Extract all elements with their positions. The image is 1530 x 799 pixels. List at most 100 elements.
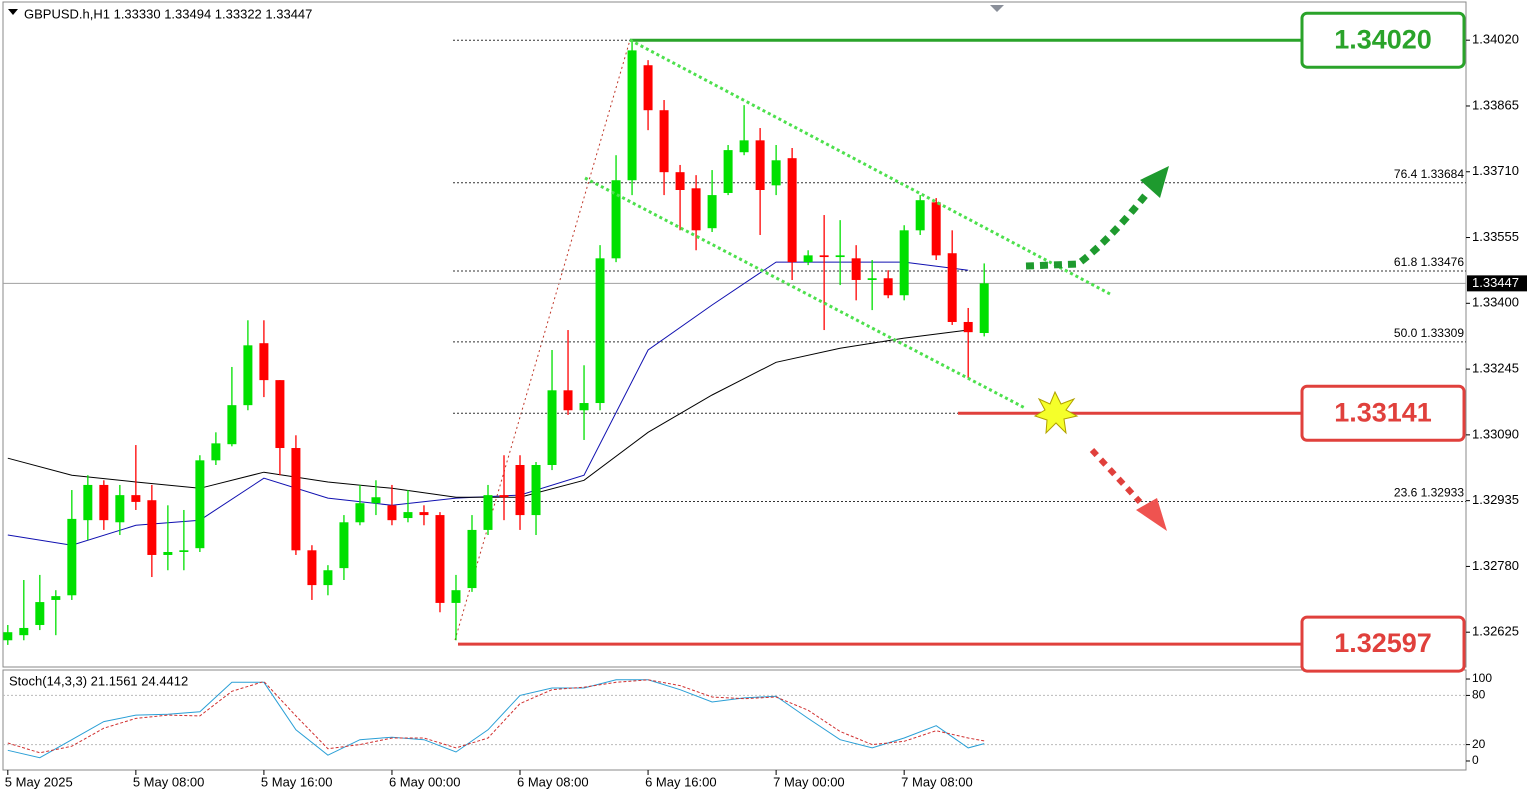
y-tick-label: 1.32935 bbox=[1472, 492, 1519, 507]
candle-body bbox=[851, 258, 861, 280]
candle-body bbox=[947, 253, 957, 322]
candle-body bbox=[339, 522, 349, 569]
stoch-title: Stoch(14,3,3) 21.1561 24.4412 bbox=[9, 673, 188, 688]
candle-body bbox=[195, 460, 205, 549]
candle-body bbox=[307, 550, 317, 586]
y-tick-label: 1.33555 bbox=[1472, 229, 1519, 244]
key-level-box bbox=[1300, 11, 1466, 69]
candle-body bbox=[483, 495, 493, 530]
candle-body bbox=[355, 503, 365, 523]
x-tick-label: 7 May 08:00 bbox=[901, 774, 973, 789]
candle-body bbox=[259, 343, 269, 381]
candle-body bbox=[67, 518, 77, 596]
chart-title: GBPUSD.h,H1 1.33330 1.33494 1.33322 1.33… bbox=[24, 6, 312, 21]
candle-body bbox=[579, 403, 589, 411]
x-tick-label: 6 May 08:00 bbox=[517, 774, 589, 789]
y-tick-label: 1.33400 bbox=[1472, 295, 1519, 310]
candle-body bbox=[595, 258, 605, 404]
candle-body bbox=[323, 570, 333, 586]
fib-label: 50.0 1.33309 bbox=[1394, 326, 1464, 340]
candle-body bbox=[163, 551, 173, 555]
candle-body bbox=[723, 150, 733, 193]
candle-body bbox=[131, 495, 141, 502]
candle-body bbox=[803, 255, 813, 263]
candle-body bbox=[627, 50, 637, 181]
candle-body bbox=[883, 278, 893, 296]
candle-body bbox=[227, 405, 237, 445]
x-tick-label: 6 May 00:00 bbox=[389, 774, 461, 789]
candle-body bbox=[211, 443, 221, 461]
fib-label: 76.4 1.33684 bbox=[1394, 167, 1464, 181]
current-price-tag bbox=[1467, 275, 1527, 292]
stoch-tick-label: 100 bbox=[1472, 671, 1492, 685]
candle-body bbox=[83, 484, 93, 521]
candle-body bbox=[115, 495, 125, 523]
stoch-k bbox=[7, 679, 985, 759]
fib-label: 23.6 1.32933 bbox=[1394, 486, 1464, 500]
candle-body bbox=[99, 484, 109, 521]
x-tick-label: 5 May 08:00 bbox=[133, 774, 205, 789]
y-tick-label: 1.33245 bbox=[1472, 361, 1519, 376]
candle-body bbox=[675, 172, 685, 190]
candle-body bbox=[275, 380, 285, 449]
key-level-box bbox=[1300, 615, 1466, 673]
candle-body bbox=[643, 65, 653, 111]
key-level-label: 1.34020 bbox=[1334, 24, 1432, 54]
candle-body bbox=[419, 512, 429, 516]
candle-body bbox=[467, 529, 477, 589]
current-price-label: 1.33447 bbox=[1472, 275, 1519, 290]
x-tick-label: 7 May 00:00 bbox=[773, 774, 845, 789]
key-level-label: 1.33141 bbox=[1334, 397, 1432, 427]
candle-body bbox=[611, 180, 621, 259]
candle-body bbox=[403, 512, 413, 519]
x-tick-label: 5 May 16:00 bbox=[261, 774, 333, 789]
candle-body bbox=[19, 627, 29, 636]
candle-body bbox=[147, 500, 157, 555]
candle-body bbox=[35, 602, 45, 625]
shift-marker bbox=[990, 5, 1004, 12]
candle-body bbox=[915, 200, 925, 231]
bull-arrow-head bbox=[1140, 166, 1169, 198]
stoch-tick-label: 80 bbox=[1472, 688, 1486, 702]
candle-body bbox=[979, 283, 989, 334]
candle-body bbox=[499, 495, 509, 498]
candle-body bbox=[787, 158, 797, 263]
candle-body bbox=[547, 390, 557, 465]
stoch-d bbox=[7, 679, 985, 754]
y-tick-label: 1.33090 bbox=[1472, 426, 1519, 441]
y-tick-label: 1.32625 bbox=[1472, 624, 1519, 639]
candle-body bbox=[515, 464, 525, 516]
x-tick-label: 6 May 16:00 bbox=[645, 774, 717, 789]
candle-body bbox=[691, 188, 701, 231]
channel-upper bbox=[629, 38, 1113, 297]
candle-body bbox=[755, 140, 765, 190]
stoch-tick-label: 0 bbox=[1472, 753, 1479, 767]
candle-body bbox=[531, 464, 541, 516]
fibo-trend bbox=[454, 39, 631, 641]
menu-arrow bbox=[8, 9, 18, 15]
bear-arrow-head bbox=[1136, 498, 1167, 531]
candle-body bbox=[243, 345, 253, 406]
candle-body bbox=[51, 596, 61, 600]
y-tick-label: 1.33865 bbox=[1472, 97, 1519, 112]
key-level-box bbox=[1300, 384, 1466, 442]
y-tick-label: 1.34020 bbox=[1472, 32, 1519, 47]
breakout-star bbox=[1033, 390, 1079, 435]
candle-body bbox=[387, 505, 397, 521]
candle-body bbox=[867, 278, 877, 280]
key-level-label: 1.32597 bbox=[1334, 628, 1432, 658]
candle-body bbox=[563, 390, 573, 411]
candle-body bbox=[451, 590, 461, 603]
candle-body bbox=[819, 255, 829, 258]
candle-body bbox=[963, 321, 973, 333]
price-frame bbox=[2, 1, 1467, 668]
candle-body bbox=[899, 230, 909, 296]
stoch-frame bbox=[2, 669, 1467, 771]
candle-body bbox=[707, 195, 717, 229]
y-tick-label: 1.33710 bbox=[1472, 163, 1519, 178]
candle-body bbox=[659, 110, 669, 173]
candle-body bbox=[435, 515, 445, 603]
candle-body bbox=[835, 255, 845, 258]
candle-body bbox=[3, 632, 13, 641]
